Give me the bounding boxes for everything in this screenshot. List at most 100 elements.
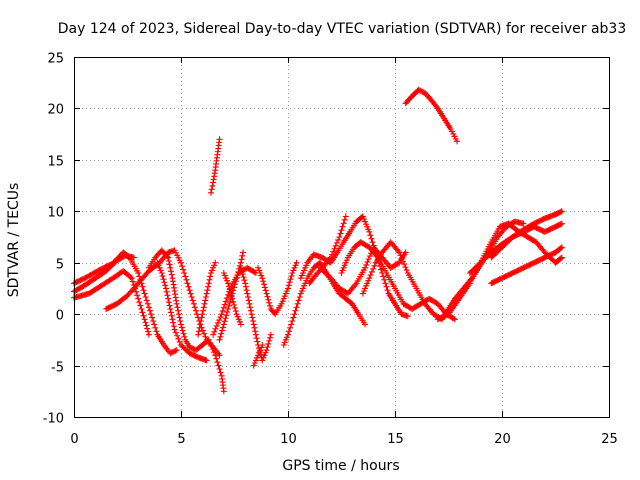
data-point [209,267,216,274]
data-point [186,344,193,351]
data-point [237,321,244,328]
data-point [224,309,231,316]
data-point [250,362,257,369]
data-point [293,259,300,266]
data-point [282,290,289,297]
data-point [188,294,195,300]
data-point [202,294,209,300]
data-point [247,304,254,311]
y-tick-label: 25 [47,52,64,67]
series-track-12 [237,264,274,364]
data-point [330,248,337,255]
data-point [216,317,223,324]
data-point [211,262,218,269]
data-point [257,347,264,354]
data-point [381,276,388,283]
data-point [292,262,299,269]
data-point [198,314,205,321]
data-point [135,270,142,276]
data-point [359,213,366,220]
data-point [213,322,220,329]
data-point [367,232,374,239]
data-point [360,216,367,222]
data-point [258,272,265,279]
x-tick-label: 25 [601,432,618,447]
data-point [128,275,135,282]
data-point [194,311,201,318]
data-point [404,313,411,320]
data-point [378,266,385,273]
data-point [203,357,210,364]
data-point [200,304,207,311]
data-point [365,256,372,263]
data-point [219,327,226,334]
data-point [558,244,565,251]
data-point [167,306,174,312]
data-point [288,321,295,328]
data-point [226,299,233,306]
data-point [260,278,267,285]
data-point [87,271,94,278]
data-point [252,331,259,338]
data-point [283,288,290,294]
data-point [401,261,408,268]
data-point [281,293,288,300]
data-point [160,276,167,283]
data-point [264,344,271,351]
data-point [178,259,184,266]
y-tick-label: 0 [56,309,64,324]
data-point [178,324,185,331]
series-track-11 [220,270,244,328]
data-point [159,273,166,280]
data-point [82,274,89,281]
data-point [154,251,161,258]
data-point [184,280,191,287]
data-point [259,275,266,282]
data-point [212,325,219,332]
data-point [207,273,214,280]
data-point [231,301,238,308]
data-point [383,283,390,290]
data-point [396,249,403,256]
x-tick-label: 0 [70,432,78,447]
data-point [234,313,241,320]
data-point [72,279,79,286]
data-point [291,311,298,318]
data-point [252,357,259,364]
data-point [142,319,149,326]
data-point [242,283,249,290]
data-point [138,306,145,312]
data-point [266,337,273,344]
data-point [153,253,160,260]
data-point [180,266,187,273]
data-point [129,278,136,285]
data-point [86,272,93,279]
data-point [142,294,149,300]
data-point [216,136,223,143]
data-point [220,388,227,395]
data-point [363,282,370,289]
data-point [266,299,273,306]
data-point [256,349,263,356]
data-point [173,300,180,307]
data-point [208,343,215,350]
data-point [221,272,228,279]
data-point [327,254,334,261]
data-point [558,208,565,215]
data-point [331,245,338,252]
data-point [141,290,148,297]
data-point [191,304,198,311]
data-point [262,287,269,294]
data-point [218,330,225,337]
data-point [290,314,297,321]
data-point [224,277,231,284]
data-point [185,283,192,290]
data-point [303,277,310,284]
data-point [359,290,366,297]
data-point [364,258,371,265]
data-point [243,287,250,294]
data-point [398,255,405,262]
data-point [211,328,218,335]
data-point [143,297,150,304]
data-point [166,261,173,268]
